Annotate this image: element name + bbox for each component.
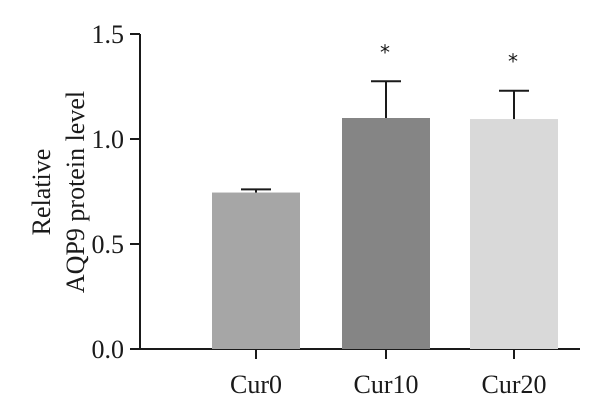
y-tick-label-0: 0.0 [92,335,125,364]
x-tick-label-Cur10: Cur10 [354,370,419,399]
y-tick-label-2: 1.0 [92,125,125,154]
bar-Cur0 [212,192,300,349]
bar-Cur20 [470,119,558,349]
x-tick-label-Cur20: Cur20 [482,370,547,399]
y-axis-title: Relative AQP9 protein level [27,91,90,293]
significance-star-Cur20: * [508,50,518,74]
x-tick-label-Cur0: Cur0 [230,370,282,399]
significance-star-Cur10: * [380,40,390,64]
y-axis-title-line-1: Relative [27,149,56,236]
y-tick-label-3: 1.5 [92,20,125,49]
y-tick-label-1: 0.5 [92,230,125,259]
plot-area: 0.0 0.5 1.0 1.5 Cur0 Cur10 * Cur20 * [92,20,580,399]
bar-Cur10 [342,118,430,349]
y-axis-title-line-2: AQP9 protein level [61,91,90,293]
